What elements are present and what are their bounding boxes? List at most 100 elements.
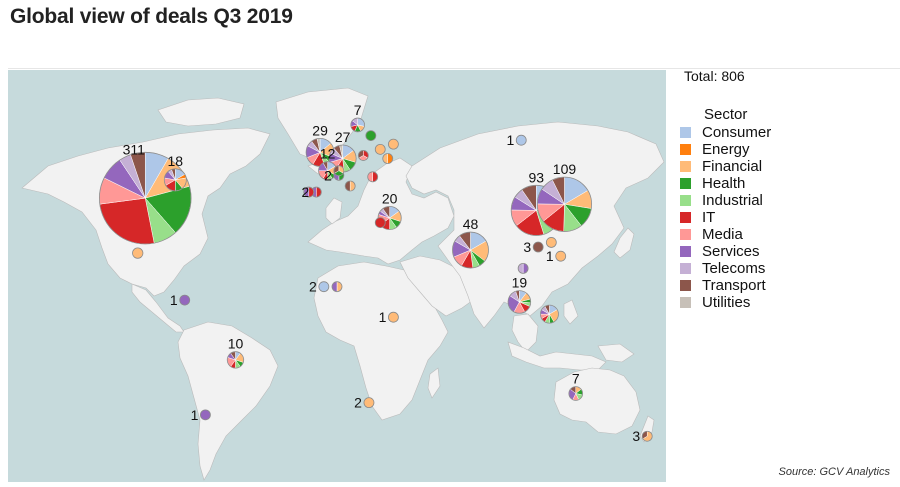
legend-item-telecoms: Telecoms xyxy=(680,260,771,277)
pie-outline xyxy=(163,168,187,192)
philippines xyxy=(563,299,579,325)
pie-outline xyxy=(382,153,394,164)
legend-item-transport: Transport xyxy=(680,277,771,294)
legend-swatch xyxy=(680,161,691,172)
pie-count-label: 3 xyxy=(632,428,640,444)
legend-label: Industrial xyxy=(702,192,763,209)
deal-pie xyxy=(382,153,394,164)
pie-count-label: 2 xyxy=(309,279,317,295)
legend-item-industrial: Industrial xyxy=(680,192,771,209)
pie-outline xyxy=(98,151,192,245)
deal-pie xyxy=(199,409,211,421)
pie-outline xyxy=(536,176,593,232)
deal-pie xyxy=(179,294,191,306)
pie-outline xyxy=(344,180,356,192)
legend-label: Services xyxy=(702,243,760,260)
deal-pie xyxy=(387,138,399,150)
legend-swatch xyxy=(680,144,691,155)
legend-item-energy: Energy xyxy=(680,141,771,158)
legend-label: Financial xyxy=(702,158,763,175)
pie-outline xyxy=(568,386,584,401)
pie-count-label: 7 xyxy=(354,102,362,118)
africa xyxy=(313,261,449,421)
pie-count-label: 27 xyxy=(335,129,351,145)
pie-count-label: 10 xyxy=(228,336,244,352)
pie-slice-transport xyxy=(532,241,544,253)
legend-item-financial: Financial xyxy=(680,158,771,175)
legend-swatch xyxy=(680,195,691,206)
pie-slice-services xyxy=(179,294,191,306)
pie-outline xyxy=(357,150,369,161)
arctic-islands xyxy=(157,97,245,127)
legend-label: Energy xyxy=(702,141,750,158)
deal-pie xyxy=(515,134,527,146)
deal-pie xyxy=(344,180,356,192)
deal-pie xyxy=(452,231,489,269)
pie-slice-financial xyxy=(387,138,399,150)
pie-slice-financial xyxy=(555,250,567,262)
pie-slice-consumer xyxy=(318,281,330,293)
pie-markers xyxy=(98,117,653,442)
deal-pie xyxy=(374,143,386,155)
deal-pie xyxy=(365,130,377,142)
deal-pie xyxy=(350,117,365,133)
deal-pie xyxy=(536,176,593,232)
legend-swatch xyxy=(680,263,691,274)
legend-item-media: Media xyxy=(680,226,771,243)
pie-outline xyxy=(641,430,653,442)
deal-pie xyxy=(226,351,245,369)
australia xyxy=(553,367,641,435)
deal-pie xyxy=(532,241,544,253)
deal-pie xyxy=(540,304,559,324)
legend-label: Telecoms xyxy=(702,260,766,277)
pie-slice-consumer xyxy=(515,134,527,146)
pie-slice-it xyxy=(374,217,386,228)
legend-label: Transport xyxy=(702,277,766,294)
legend-item-services: Services xyxy=(680,243,771,260)
deal-pie xyxy=(367,171,379,183)
deal-pie xyxy=(333,165,345,177)
pie-outline xyxy=(367,171,379,183)
deal-pie xyxy=(545,237,557,248)
legend-swatch xyxy=(680,127,691,138)
pie-slice-financial xyxy=(387,311,399,323)
pie-count-label: 1 xyxy=(546,248,554,264)
pie-slice-financial xyxy=(545,237,557,248)
legend-label: Media xyxy=(702,226,743,243)
pie-count-label: 1 xyxy=(506,132,514,148)
pie-count-label: 12 xyxy=(320,146,336,162)
pie-count-label: 3 xyxy=(523,239,531,255)
pie-slice-financial xyxy=(363,397,375,409)
legend-swatch xyxy=(680,246,691,257)
pie-count-label: 18 xyxy=(168,153,184,169)
legend-item-utilities: Utilities xyxy=(680,294,771,311)
deal-pie xyxy=(303,186,315,198)
legend-label: IT xyxy=(702,209,716,226)
legend-title: Sector xyxy=(704,106,748,123)
pie-count-label: 2 xyxy=(324,167,332,183)
pie-outline xyxy=(350,117,365,133)
legend-swatch xyxy=(680,178,691,189)
pie-count-label: 7 xyxy=(572,371,580,387)
pie-count-label: 48 xyxy=(463,216,479,232)
deal-pie xyxy=(568,386,584,401)
pie-outline xyxy=(303,186,315,198)
deal-pie xyxy=(374,217,386,228)
pie-count-label: 19 xyxy=(512,275,528,291)
deal-pie xyxy=(507,290,532,314)
deal-pie xyxy=(641,430,653,442)
pie-outline xyxy=(333,165,345,177)
pie-slice-financial xyxy=(374,143,386,155)
legend: Consumer Energy Financial Health Industrial I… xyxy=(680,124,771,311)
deal-pie xyxy=(132,247,144,259)
legend-label: Health xyxy=(702,175,746,192)
pie-count-label: 29 xyxy=(312,122,328,138)
pie-slice-health xyxy=(365,130,377,142)
total-count: Total: 806 xyxy=(684,68,745,84)
legend-swatch xyxy=(680,280,691,291)
legend-swatch xyxy=(680,297,691,308)
legend-swatch xyxy=(680,212,691,223)
legend-swatch xyxy=(680,229,691,240)
pie-count-label: 1 xyxy=(170,292,178,308)
